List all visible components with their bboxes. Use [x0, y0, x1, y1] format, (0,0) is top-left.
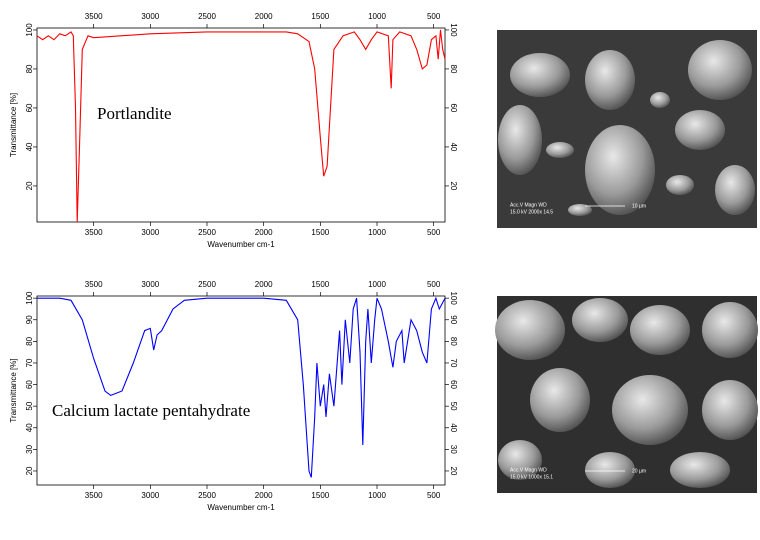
y-axis-label: Transmittance [%]: [9, 358, 18, 422]
sem-info: 15.0 kV 1000x 15.1: [510, 474, 553, 480]
x-axis-label: Wavenumber cm-1: [207, 240, 275, 249]
x-tick-label: 2000: [255, 491, 273, 500]
y-tick-label: 20: [449, 181, 458, 190]
x-tick-label: 500: [427, 12, 441, 21]
x-tick-label: 3000: [141, 228, 159, 237]
x-tick-label: 2000: [255, 280, 273, 289]
x-tick-label: 3000: [141, 280, 159, 289]
x-tick-label: 1000: [368, 491, 386, 500]
y-tick-label: 100: [449, 23, 458, 37]
plot-frame: [36, 27, 446, 223]
y-tick-label: 100: [25, 23, 34, 37]
x-tick-label: 500: [427, 280, 441, 289]
x-tick-label: 1000: [368, 228, 386, 237]
y-tick-label: 40: [449, 423, 458, 432]
x-tick-label: 3500: [85, 228, 103, 237]
spectrum-line: [36, 29, 446, 223]
plot-frame: [36, 295, 446, 486]
x-tick-label: 1500: [311, 280, 329, 289]
x-tick-label: 2500: [198, 12, 216, 21]
x-tick-label: 2000: [255, 228, 273, 237]
y-tick-label: 80: [449, 337, 458, 346]
x-tick-label: 1500: [311, 491, 329, 500]
x-tick-label: 3000: [141, 491, 159, 500]
x-tick-label: 1000: [368, 12, 386, 21]
sem-header: Acc.V Magn WD: [510, 467, 547, 473]
y-tick-label: 80: [25, 64, 34, 73]
y-tick-label: 40: [25, 142, 34, 151]
x-tick-label: 1000: [368, 280, 386, 289]
spectrum-line: [37, 296, 446, 478]
y-tick-label: 60: [449, 380, 458, 389]
y-tick-label: 20: [449, 467, 458, 476]
y-tick-label: 90: [449, 315, 458, 324]
x-tick-label: 3000: [141, 12, 159, 21]
x-tick-label: 2500: [198, 491, 216, 500]
x-tick-label: 500: [427, 228, 441, 237]
y-tick-label: 30: [25, 444, 34, 453]
x-tick-label: 3500: [85, 12, 103, 21]
y-tick-label: 70: [449, 359, 458, 368]
y-tick-label: 100: [449, 291, 458, 305]
annotation: Portlandite: [97, 104, 172, 123]
y-tick-label: 40: [25, 423, 34, 432]
x-tick-label: 3500: [85, 280, 103, 289]
y-tick-label: 50: [449, 402, 458, 411]
y-tick-label: 90: [25, 315, 34, 324]
y-tick-label: 60: [449, 103, 458, 112]
y-tick-label: 40: [449, 142, 458, 151]
x-tick-label: 1500: [311, 228, 329, 237]
x-tick-label: 500: [427, 491, 441, 500]
x-tick-label: 3500: [85, 491, 103, 500]
x-axis-label: Wavenumber cm-1: [207, 503, 275, 512]
x-tick-label: 2500: [198, 280, 216, 289]
y-tick-label: 60: [25, 103, 34, 112]
sem-header: Acc.V Magn WD: [510, 202, 547, 208]
annotation: Calcium lactate pentahydrate: [52, 401, 250, 420]
y-tick-label: 70: [25, 358, 34, 367]
sem-info: 15.0 kV 2000x 14.5: [510, 209, 553, 215]
y-tick-label: 80: [25, 336, 34, 345]
y-tick-label: 50: [25, 401, 34, 410]
y-tick-label: 80: [449, 64, 458, 73]
sem-scale: 20 µm: [632, 468, 646, 474]
x-tick-label: 2000: [255, 12, 273, 21]
x-tick-label: 2500: [198, 228, 216, 237]
y-tick-label: 60: [25, 380, 34, 389]
x-tick-label: 1500: [311, 12, 329, 21]
sem-image: Acc.V Magn WD 15.0 kV 2000x 14.5 10 µm: [497, 30, 757, 228]
y-axis-label: Transmittance [%]: [9, 93, 18, 157]
y-tick-label: 30: [449, 445, 458, 454]
y-tick-label: 20: [25, 181, 34, 190]
y-tick-label: 100: [25, 291, 34, 305]
y-tick-label: 20: [25, 466, 34, 475]
sem-image: Acc.V Magn WD 15.0 kV 1000x 15.1 20 µm: [495, 296, 758, 493]
sem-scale: 10 µm: [632, 203, 646, 209]
